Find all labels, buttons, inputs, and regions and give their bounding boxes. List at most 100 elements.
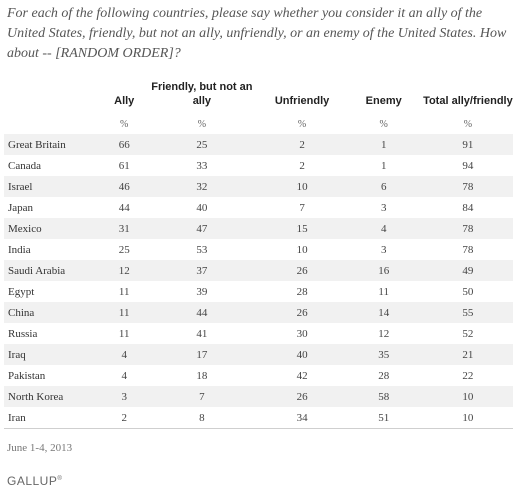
ally-cell: 11: [104, 302, 145, 323]
ally-cell: 12: [104, 260, 145, 281]
table-row: Great Britain 66 25 2 1 91: [4, 134, 513, 155]
ally-cell: 4: [104, 344, 145, 365]
enemy-cell: 14: [344, 302, 423, 323]
unfriendly-cell: 42: [259, 365, 345, 386]
ally-cell: 11: [104, 323, 145, 344]
unit-cell: %: [259, 114, 345, 134]
survey-question: For each of the following countries, ple…: [7, 6, 507, 61]
friendly-cell: 41: [144, 323, 260, 344]
survey-date: June 1-4, 2013: [7, 442, 73, 454]
header-row: Ally Friendly, but not an ally Unfriendl…: [4, 80, 513, 114]
results-table: Ally Friendly, but not an ally Unfriendl…: [4, 80, 513, 428]
unit-cell: [4, 114, 105, 134]
total-cell: 22: [422, 365, 513, 386]
table-row: Pakistan 4 18 42 28 22: [4, 365, 513, 386]
unfriendly-cell: 34: [259, 407, 345, 428]
ally-cell: 3: [104, 386, 145, 407]
country-cell: Israel: [4, 176, 105, 197]
enemy-cell: 3: [344, 197, 423, 218]
friendly-cell: 18: [144, 365, 260, 386]
enemy-cell: 4: [344, 218, 423, 239]
table-row: Egypt 11 39 28 11 50: [4, 281, 513, 302]
enemy-cell: 35: [344, 344, 423, 365]
country-cell: Iraq: [4, 344, 105, 365]
unfriendly-cell: 10: [259, 239, 345, 260]
friendly-cell: 32: [144, 176, 260, 197]
country-cell: Japan: [4, 197, 105, 218]
total-cell: 52: [422, 323, 513, 344]
country-cell: India: [4, 239, 105, 260]
enemy-cell: 6: [344, 176, 423, 197]
enemy-cell: 1: [344, 134, 423, 155]
unfriendly-cell: 2: [259, 155, 345, 176]
header-ally: Ally: [114, 95, 135, 107]
country-cell: Egypt: [4, 281, 105, 302]
table-row: Iran 2 8 34 51 10: [4, 407, 513, 428]
friendly-cell: 33: [144, 155, 260, 176]
table-row: North Korea 3 7 26 58 10: [4, 386, 513, 407]
country-cell: Pakistan: [4, 365, 105, 386]
ally-cell: 44: [104, 197, 145, 218]
enemy-cell: 3: [344, 239, 423, 260]
header-unfriendly: Unfriendly: [274, 95, 330, 107]
header-friendly: Friendly, but not an ally: [151, 81, 253, 107]
ally-cell: 61: [104, 155, 145, 176]
total-cell: 91: [422, 134, 513, 155]
enemy-cell: 58: [344, 386, 423, 407]
total-cell: 94: [422, 155, 513, 176]
total-cell: 21: [422, 344, 513, 365]
total-cell: 49: [422, 260, 513, 281]
country-cell: China: [4, 302, 105, 323]
total-cell: 10: [422, 407, 513, 428]
friendly-cell: 47: [144, 218, 260, 239]
table-row: Russia 11 41 30 12 52: [4, 323, 513, 344]
logo-text: GALLUP: [7, 474, 58, 488]
total-cell: 78: [422, 176, 513, 197]
unfriendly-cell: 15: [259, 218, 345, 239]
friendly-cell: 53: [144, 239, 260, 260]
enemy-cell: 16: [344, 260, 423, 281]
country-cell: North Korea: [4, 386, 105, 407]
table-row: Saudi Arabia 12 37 26 16 49: [4, 260, 513, 281]
total-cell: 10: [422, 386, 513, 407]
table-row: Israel 46 32 10 6 78: [4, 176, 513, 197]
friendly-cell: 25: [144, 134, 260, 155]
enemy-cell: 1: [344, 155, 423, 176]
ally-cell: 2: [104, 407, 145, 428]
enemy-cell: 28: [344, 365, 423, 386]
unfriendly-cell: 26: [259, 260, 345, 281]
unfriendly-cell: 10: [259, 176, 345, 197]
unfriendly-cell: 7: [259, 197, 345, 218]
unfriendly-cell: 30: [259, 323, 345, 344]
unfriendly-cell: 26: [259, 302, 345, 323]
total-cell: 84: [422, 197, 513, 218]
table-row: Canada 61 33 2 1 94: [4, 155, 513, 176]
total-cell: 78: [422, 239, 513, 260]
table-row: China 11 44 26 14 55: [4, 302, 513, 323]
ally-cell: 4: [104, 365, 145, 386]
unit-cell: %: [422, 114, 513, 134]
unfriendly-cell: 2: [259, 134, 345, 155]
unfriendly-cell: 40: [259, 344, 345, 365]
enemy-cell: 11: [344, 281, 423, 302]
enemy-cell: 51: [344, 407, 423, 428]
unfriendly-cell: 26: [259, 386, 345, 407]
total-cell: 50: [422, 281, 513, 302]
country-cell: Russia: [4, 323, 105, 344]
ally-cell: 25: [104, 239, 145, 260]
total-cell: 55: [422, 302, 513, 323]
total-cell: 78: [422, 218, 513, 239]
country-cell: Great Britain: [4, 134, 105, 155]
table-row: Iraq 4 17 40 35 21: [4, 344, 513, 365]
ally-cell: 46: [104, 176, 145, 197]
friendly-cell: 39: [144, 281, 260, 302]
friendly-cell: 17: [144, 344, 260, 365]
ally-cell: 31: [104, 218, 145, 239]
friendly-cell: 40: [144, 197, 260, 218]
ally-cell: 11: [104, 281, 145, 302]
friendly-cell: 8: [144, 407, 260, 428]
unit-cell: %: [344, 114, 423, 134]
country-cell: Mexico: [4, 218, 105, 239]
country-cell: Canada: [4, 155, 105, 176]
unit-cell: %: [144, 114, 260, 134]
